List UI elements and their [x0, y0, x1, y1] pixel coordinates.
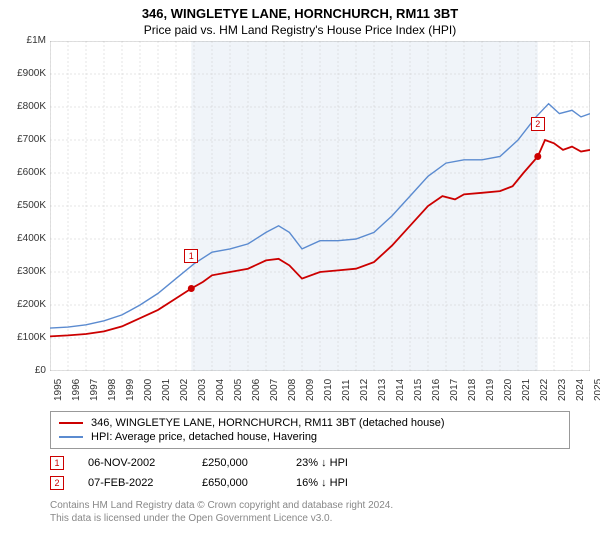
- x-tick-label: 2006: [251, 379, 262, 401]
- sale-events: 1 06-NOV-2002 £250,000 23% ↓ HPI 2 07-FE…: [50, 453, 570, 493]
- chart-svg: [50, 41, 590, 371]
- x-tick-label: 2023: [557, 379, 568, 401]
- plot-area: 12: [50, 41, 590, 371]
- event-marker-2: 2: [50, 476, 64, 490]
- chart-title: 346, WINGLETYE LANE, HORNCHURCH, RM11 3B…: [0, 0, 600, 21]
- event-price-2: £650,000: [202, 477, 272, 489]
- sale-marker-box-2: 2: [531, 117, 545, 131]
- x-tick-label: 2018: [467, 379, 478, 401]
- y-tick-label: £200K: [2, 300, 46, 310]
- y-tick-label: £800K: [2, 102, 46, 112]
- x-tick-label: 2009: [305, 379, 316, 401]
- event-delta-2: 16% ↓ HPI: [296, 477, 386, 489]
- x-tick-label: 2004: [215, 379, 226, 401]
- attribution-line2: This data is licensed under the Open Gov…: [50, 512, 570, 525]
- x-tick-label: 2019: [485, 379, 496, 401]
- x-axis-labels: 1995 1996 1997 1998 1999 2000 2001 2002 2003 2004…: [50, 371, 590, 405]
- legend-swatch-property: [59, 422, 83, 424]
- event-marker-1: 1: [50, 456, 64, 470]
- x-tick-label: 2016: [431, 379, 442, 401]
- y-tick-label: £300K: [2, 267, 46, 277]
- y-tick-label: £700K: [2, 135, 46, 145]
- x-tick-label: 2000: [143, 379, 154, 401]
- event-row-1: 1 06-NOV-2002 £250,000 23% ↓ HPI: [50, 453, 570, 473]
- event-date-1: 06-NOV-2002: [88, 457, 178, 469]
- legend-label-property: 346, WINGLETYE LANE, HORNCHURCH, RM11 3B…: [91, 417, 445, 429]
- event-date-2: 07-FEB-2022: [88, 477, 178, 489]
- y-tick-label: £1M: [2, 36, 46, 46]
- y-tick-label: £400K: [2, 234, 46, 244]
- x-tick-label: 1996: [71, 379, 82, 401]
- x-tick-label: 2015: [413, 379, 424, 401]
- x-tick-label: 2002: [179, 379, 190, 401]
- x-tick-label: 2007: [269, 379, 280, 401]
- legend-row-hpi: HPI: Average price, detached house, Have…: [59, 430, 561, 444]
- x-tick-label: 2020: [503, 379, 514, 401]
- x-tick-label: 2001: [161, 379, 172, 401]
- x-tick-label: 2005: [233, 379, 244, 401]
- x-tick-label: 2014: [395, 379, 406, 401]
- x-tick-label: 2021: [521, 379, 532, 401]
- attribution: Contains HM Land Registry data © Crown c…: [50, 499, 570, 525]
- x-tick-label: 2017: [449, 379, 460, 401]
- sale-marker-box-1: 1: [184, 249, 198, 263]
- event-delta-1: 23% ↓ HPI: [296, 457, 386, 469]
- x-tick-label: 1998: [107, 379, 118, 401]
- legend-row-property: 346, WINGLETYE LANE, HORNCHURCH, RM11 3B…: [59, 416, 561, 430]
- x-tick-label: 2013: [377, 379, 388, 401]
- legend-label-hpi: HPI: Average price, detached house, Have…: [91, 431, 317, 443]
- chart-subtitle: Price paid vs. HM Land Registry's House …: [0, 21, 600, 41]
- x-tick-label: 2024: [575, 379, 586, 401]
- x-tick-label: 1997: [89, 379, 100, 401]
- y-tick-label: £900K: [2, 69, 46, 79]
- x-tick-label: 1999: [125, 379, 136, 401]
- x-tick-label: 2011: [341, 379, 352, 401]
- x-tick-label: 2008: [287, 379, 298, 401]
- x-tick-label: 1995: [53, 379, 64, 401]
- chart-container: 346, WINGLETYE LANE, HORNCHURCH, RM11 3B…: [0, 0, 600, 560]
- attribution-line1: Contains HM Land Registry data © Crown c…: [50, 499, 570, 512]
- y-tick-label: £100K: [2, 333, 46, 343]
- x-tick-label: 2025: [593, 379, 600, 401]
- y-tick-label: £500K: [2, 201, 46, 211]
- x-tick-label: 2022: [539, 379, 550, 401]
- y-tick-label: £0: [2, 366, 46, 376]
- legend-swatch-hpi: [59, 436, 83, 438]
- event-row-2: 2 07-FEB-2022 £650,000 16% ↓ HPI: [50, 473, 570, 493]
- x-tick-label: 2003: [197, 379, 208, 401]
- x-tick-label: 2010: [323, 379, 334, 401]
- x-tick-label: 2012: [359, 379, 370, 401]
- legend: 346, WINGLETYE LANE, HORNCHURCH, RM11 3B…: [50, 411, 570, 449]
- y-tick-label: £600K: [2, 168, 46, 178]
- event-price-1: £250,000: [202, 457, 272, 469]
